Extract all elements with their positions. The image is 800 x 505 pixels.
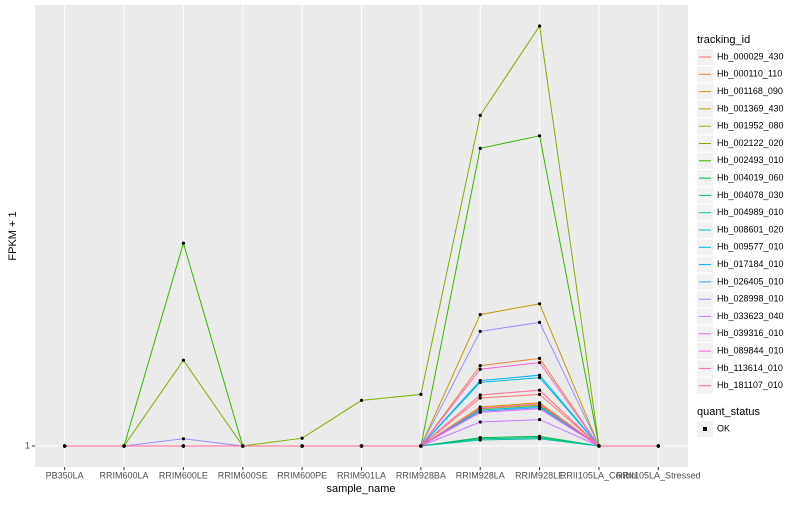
- legend-label: Hb_028998_010: [717, 294, 784, 304]
- data-point: [537, 402, 542, 406]
- data-point: [597, 444, 601, 448]
- legend-label: Hb_033623_040: [717, 311, 784, 321]
- data-point: [478, 393, 482, 397]
- x-tick-label: RRIM600LE: [159, 470, 208, 480]
- legend-label: Hb_002122_020: [717, 138, 784, 148]
- data-point: [537, 361, 542, 365]
- x-tick-label: RRIM901LA: [337, 470, 386, 480]
- x-tick-label: PB350LA: [46, 470, 84, 480]
- legend-label: Hb_039316_010: [717, 328, 784, 338]
- data-point: [478, 420, 482, 424]
- data-point: [300, 436, 304, 440]
- legend-label: Hb_089844_010: [717, 345, 784, 355]
- x-tick-label: RRIM600LA: [100, 470, 149, 480]
- data-point: [537, 418, 542, 422]
- data-point: [181, 444, 186, 448]
- legend-label: Hb_004989_010: [717, 207, 784, 217]
- data-point: [478, 329, 482, 333]
- data-point: [537, 373, 542, 377]
- legend-label: Hb_009577_010: [717, 242, 784, 252]
- data-point: [419, 392, 423, 396]
- data-point: [359, 398, 364, 402]
- data-point: [537, 376, 542, 380]
- legend-label: Hb_026405_010: [717, 276, 784, 286]
- legend-label: Hb_004019_060: [717, 172, 784, 182]
- legend-label: Hb_004078_030: [717, 190, 784, 200]
- data-point: [478, 396, 482, 400]
- data-point: [300, 444, 304, 448]
- data-point: [537, 388, 542, 392]
- data-point: [478, 438, 482, 442]
- data-point: [478, 406, 482, 410]
- x-tick-label: RRII105LA_Stressed: [616, 470, 701, 480]
- data-point: [122, 444, 126, 448]
- data-point: [537, 437, 542, 441]
- data-point: [478, 113, 482, 117]
- legend-label: OK: [717, 423, 730, 433]
- x-tick-label: RRIM928LA: [456, 470, 505, 480]
- data-point: [478, 367, 482, 371]
- data-point: [478, 410, 482, 414]
- legend-label: Hb_181107_010: [717, 380, 783, 390]
- x-tick-label: RRIM928LE: [515, 470, 564, 480]
- data-point: [537, 320, 542, 324]
- data-point: [656, 444, 660, 448]
- data-point: [537, 356, 542, 360]
- data-point: [478, 379, 482, 383]
- y-axis-title: FPKM + 1: [7, 211, 19, 260]
- legend-label: Hb_001369_430: [717, 103, 784, 113]
- legend-label: Hb_000110_110: [717, 69, 782, 79]
- legend-label: Hb_008601_020: [717, 224, 784, 234]
- legend-swatch: [703, 427, 707, 431]
- data-point: [478, 313, 482, 317]
- x-axis-title: sample_name: [326, 483, 395, 495]
- data-point: [359, 444, 364, 448]
- x-tick-label: RRIM600PE: [277, 470, 327, 480]
- data-point: [537, 407, 542, 411]
- data-point: [63, 444, 67, 448]
- data-point: [181, 358, 186, 362]
- data-point: [537, 134, 542, 138]
- data-point: [478, 146, 482, 150]
- x-tick-label: RRIM600SE: [218, 470, 268, 480]
- x-tick-label: RRIM928BA: [396, 470, 446, 480]
- data-point: [241, 444, 245, 448]
- legend-label: Hb_113614_010: [717, 363, 783, 373]
- data-point: [537, 24, 542, 28]
- legend-title: tracking_id: [697, 34, 750, 46]
- legend-label: Hb_001168_090: [717, 86, 783, 96]
- legend-label: Hb_017184_010: [717, 259, 784, 269]
- data-point: [478, 364, 482, 368]
- legend-label: Hb_000029_430: [717, 51, 784, 61]
- legend-label: Hb_002493_010: [717, 155, 784, 165]
- data-point: [181, 241, 186, 245]
- x-tick-label: RRII105LA_Control: [560, 470, 638, 480]
- data-point: [537, 392, 542, 396]
- legend-title: quant_status: [697, 406, 760, 418]
- legend-label: Hb_001952_080: [717, 121, 784, 131]
- data-point: [419, 444, 423, 448]
- y-tick-label: 1: [25, 440, 30, 450]
- data-point: [537, 302, 542, 306]
- data-point: [181, 437, 186, 441]
